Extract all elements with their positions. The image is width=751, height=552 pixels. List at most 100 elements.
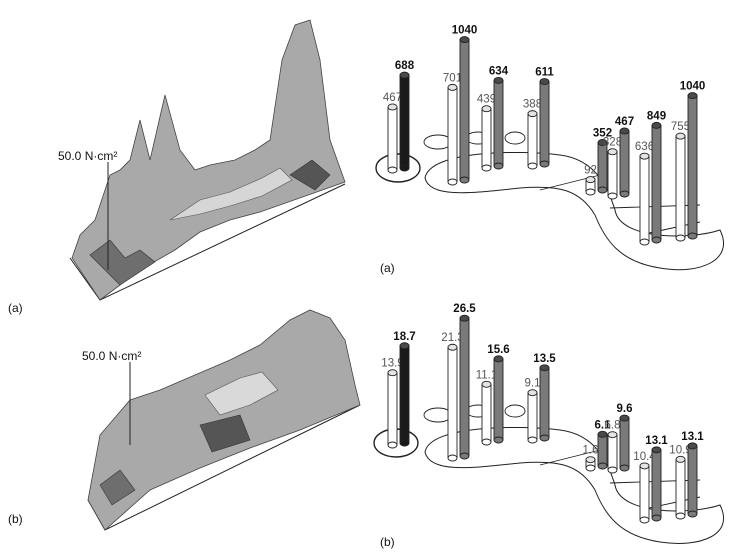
bars-b-forefoot-3-bar-1 [651,449,662,519]
bars-a-forefoot-2-bar-base-1 [619,190,630,198]
bars-b-midfoot-2-value-0: 11.1 [476,369,498,381]
bars-a-heel-bar-base-0 [387,166,398,174]
bars-b-midfoot-3-bar-cap-1 [539,364,550,372]
bars-a-midfoot-2-bar-cap-1 [493,76,504,84]
bars-b-midfoot-2-bar-0 [481,383,492,443]
bars-a-forefoot-3-value-0: 636 [635,141,654,153]
toe-ellipse-a3 [504,131,526,145]
bars-b-forefoot-2-value-0: 6.8 [605,420,621,432]
bars-a-forefoot-3-bar-1 [651,124,662,241]
bars-b-midfoot-2-bar-base-0 [481,438,492,446]
bars-a-midfoot-2-value-0: 439 [477,94,496,106]
bars-b-forefoot-3-value-0: 10.4 [633,451,656,463]
bars-a-heel-value-1: 688 [395,60,415,72]
bars-a-forefoot-3-bar-0 [639,155,650,243]
panel-label-surface-a: (a) [8,301,23,315]
bars-a-midfoot-2-bar-0 [481,108,492,169]
bars-a-forefoot-1-value-0: 92 [584,165,597,177]
bars-a-midfoot-bar-base-0 [447,178,458,186]
bars-b-heel-value-0: 13.9 [381,358,403,370]
bars-a-forefoot-2-value-0: 328 [603,137,622,149]
bars-a-midfoot-3-value-1: 611 [535,67,554,79]
bars-b-forefoot-1-value-0: 1.6 [583,445,599,457]
bars-b-forefoot-2-bar-cap-1 [619,414,630,422]
bars-b-midfoot-bar-base-1 [459,452,470,460]
surface-highlight-b [204,371,279,416]
scale-label-b: 50.0 N·cm² [82,349,141,363]
bars-b-hallux-bar-0 [675,458,686,517]
bars-b-hallux-value-0: 10.9 [669,444,691,456]
bars-a-hallux-bar-0 [675,135,686,239]
bars-a-midfoot-bar-cap-1 [459,36,470,44]
bars-b-midfoot-3-value-1: 13.5 [533,353,556,365]
bars-b-midfoot-2-bar-1 [493,358,504,441]
bars-a-forefoot-3-bar-cap-1 [651,121,662,129]
bars-b-heel-bar-base-0 [387,441,398,449]
bars-a-heel-bar-1 [399,74,410,169]
heel-outline-a [375,153,421,183]
bars-a-midfoot-bar-1 [459,39,470,181]
panel-label-bars-a: (a) [380,261,395,275]
bars-b-forefoot-2-bar-0 [607,434,618,471]
bars-a-midfoot-2-bar-cap-0 [481,105,492,113]
bars-a-midfoot-3-bar-1 [539,81,550,165]
bars-b-midfoot-3-bar-0 [527,392,538,441]
bars-a-forefoot-2-value-1: 467 [615,116,634,128]
surface-shadow-b2 [99,469,136,506]
bars-a-forefoot-2-bar-cap-0 [607,148,618,156]
panel-label-bars-b: (b) [380,535,395,549]
surface-highlight-a [169,167,293,221]
bars-b-midfoot-bar-0 [447,346,458,459]
bars-a-midfoot-3-bar-0 [527,113,538,167]
bars-a-heel-bar-base-1 [399,164,410,172]
bars-b-heel-bar-1 [399,345,410,444]
bars-a-hallux-bar-cap-0 [675,132,686,140]
bars-b-forefoot-2-bar-base-1 [619,464,630,472]
bars-a-forefoot-3-bar-base-0 [639,238,650,246]
bars-a-heel-bar-cap-1 [399,71,410,79]
bars-b-forefoot-2-bar-base-0 [607,466,618,474]
bars-b-heel-bar-cap-1 [399,342,410,350]
bars-b-midfoot-3-bar-base-1 [539,434,550,442]
bars-b-midfoot-2-bar-cap-0 [481,380,492,388]
panel-label-surface-b: (b) [8,512,23,526]
bars-b-midfoot-2-bar-cap-1 [493,355,504,363]
bars-b-forefoot-1-bar-1 [597,433,608,467]
bars-a-midfoot-3-value-0: 388 [523,99,542,111]
bars-b-heel-bar-0 [387,372,398,446]
bars-b-forefoot-3-bar-0 [639,465,650,521]
bars-b-forefoot-2-bar-1 [619,417,630,469]
bars-b-midfoot-value-1: 26.5 [453,303,476,315]
bars-a-heel-bar-cap-0 [387,103,398,111]
surface-plot-a: 50.0 N·cm² (a) [8,19,346,315]
bars-b-forefoot-1-bar-cap-0 [585,456,596,464]
bars-a-midfoot-2-bar-base-1 [493,162,504,170]
bars-b-hallux-value-1: 13.1 [681,431,704,443]
bars-b-forefoot-3-bar-cap-1 [651,446,662,454]
bars-a-midfoot-bar-cap-0 [447,83,458,91]
bars-b-heel-bar-base-1 [399,439,410,447]
bars-b-forefoot-3-bar-base-1 [651,514,662,522]
bars-a-forefoot-1-value-1: 352 [593,127,612,139]
pressure-surface-a [71,19,346,301]
bars-b-midfoot-3-bar-cap-0 [527,389,538,397]
bars-a-forefoot-1-bar-cap-1 [597,139,608,146]
bars-b-forefoot-2-value-1: 9.6 [617,403,633,415]
bars-a-hallux-value-1: 1040 [680,81,706,93]
bars-b-midfoot-3-value-0: 9.1 [525,378,541,390]
bar-panel-b: (b) 13.9 18.7 21.3 26.5 11.1 15.6 9.1 13.5 1.6 6.… [373,303,724,549]
foot-outline-b [424,426,724,544]
bars-b-midfoot-2-bar-base-1 [493,436,504,444]
toe-ellipse-b3 [504,404,526,418]
bars-b-forefoot-1-bar-cap-1 [597,430,608,438]
bars-a-midfoot-3-bar-base-1 [539,160,550,168]
bars-a-forefoot-2-bar-base-0 [607,192,618,200]
bars-b-midfoot-3-bar-base-0 [527,436,538,444]
bars-b-forefoot-1-bar-base-1 [597,462,608,470]
bars-a-hallux-value-0: 755 [671,121,690,133]
bars-a-forefoot-2-bar-1 [619,130,630,195]
bars-a-forefoot-3-bar-base-1 [651,236,662,244]
bars-a-midfoot-3-bar-cap-0 [527,110,538,118]
foot-outline-a [424,151,724,271]
bars-b-midfoot-bar-1 [459,317,470,457]
